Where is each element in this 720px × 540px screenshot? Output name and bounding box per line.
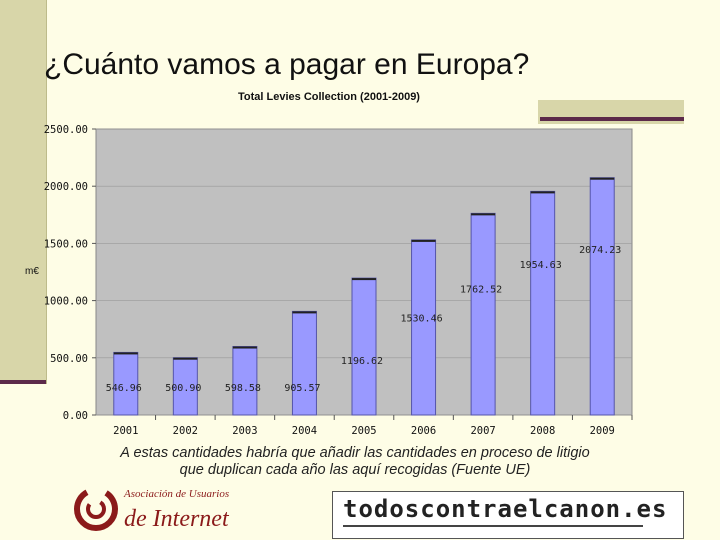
x-tick-label: 2005 bbox=[351, 425, 376, 437]
todoscontraelcanon-logo: todoscontraelcanon.es bbox=[332, 491, 684, 539]
bar-top-edge bbox=[471, 213, 496, 216]
data-label: 598.58 bbox=[225, 383, 261, 394]
aui-logo-line-1: Asociación de Usuarios bbox=[124, 488, 230, 500]
left-decor-band bbox=[0, 0, 47, 384]
bar bbox=[470, 212, 496, 416]
y-tick-label: 2000.00 bbox=[44, 181, 88, 193]
chart-title: Total Levies Collection (2001-2009) bbox=[238, 91, 420, 103]
data-label: 2074.23 bbox=[579, 245, 621, 256]
x-tick-label: 2001 bbox=[113, 425, 138, 437]
aui-logo: Asociación de Usuarios de Internet bbox=[72, 484, 242, 536]
x-tick-label: 2003 bbox=[232, 425, 257, 437]
y-tick-label: 2500.00 bbox=[44, 124, 88, 136]
slide-title: ¿Cuánto vamos a pagar en Europa? bbox=[44, 48, 530, 81]
data-label: 905.57 bbox=[284, 383, 320, 394]
caption: A estas cantidades habría que añadir las… bbox=[80, 445, 630, 479]
bar-top-edge bbox=[411, 239, 436, 242]
y-axis-label: m€ bbox=[25, 266, 39, 277]
bar-top-edge bbox=[352, 278, 376, 281]
left-accent-rule bbox=[0, 380, 46, 384]
aui-logo-line-2: de Internet bbox=[124, 506, 229, 532]
data-label: 1954.63 bbox=[520, 260, 562, 271]
x-tick-label: 2007 bbox=[470, 425, 495, 437]
tce-logo-underline bbox=[343, 525, 643, 527]
bar bbox=[113, 351, 139, 416]
caption-line-2: que duplican cada año las aquí recogidas… bbox=[179, 462, 531, 478]
bar bbox=[291, 310, 317, 416]
bar bbox=[411, 239, 437, 416]
bar bbox=[172, 357, 198, 416]
x-tick-label: 2006 bbox=[411, 425, 436, 437]
x-tick-label: 2004 bbox=[292, 425, 317, 437]
bar-top-edge bbox=[113, 352, 138, 355]
tce-logo-text: todoscontraelcanon.es bbox=[343, 495, 668, 523]
x-tick-label: 2002 bbox=[173, 425, 198, 437]
y-tick-label: 1000.00 bbox=[44, 296, 88, 308]
data-label: 546.96 bbox=[106, 383, 142, 394]
y-tick-label: 0.00 bbox=[63, 410, 88, 422]
y-tick-label: 1500.00 bbox=[44, 238, 88, 250]
data-label: 1530.46 bbox=[400, 314, 442, 325]
caption-line-1: A estas cantidades habría que añadir las… bbox=[120, 445, 590, 461]
right-accent-rule bbox=[540, 117, 684, 121]
bar-top-edge bbox=[590, 177, 615, 180]
x-tick-label: 2009 bbox=[590, 425, 615, 437]
bar bbox=[530, 190, 556, 416]
x-tick-label: 2008 bbox=[530, 425, 555, 437]
bar bbox=[351, 277, 377, 416]
aui-logo-mark-icon bbox=[74, 487, 118, 531]
bar-top-edge bbox=[173, 357, 198, 360]
y-tick-label: 500.00 bbox=[50, 353, 88, 365]
data-label: 1196.62 bbox=[341, 356, 383, 367]
bar bbox=[232, 346, 258, 416]
data-label: 500.90 bbox=[165, 383, 201, 394]
bar bbox=[589, 177, 615, 416]
bar-top-edge bbox=[292, 311, 317, 314]
bar-top-edge bbox=[530, 191, 555, 194]
data-label: 1762.52 bbox=[460, 284, 502, 295]
bar-top-edge bbox=[232, 346, 257, 349]
levies-bar-chart: Total Levies Collection (2001-2009) 0.00 5… bbox=[25, 91, 633, 437]
